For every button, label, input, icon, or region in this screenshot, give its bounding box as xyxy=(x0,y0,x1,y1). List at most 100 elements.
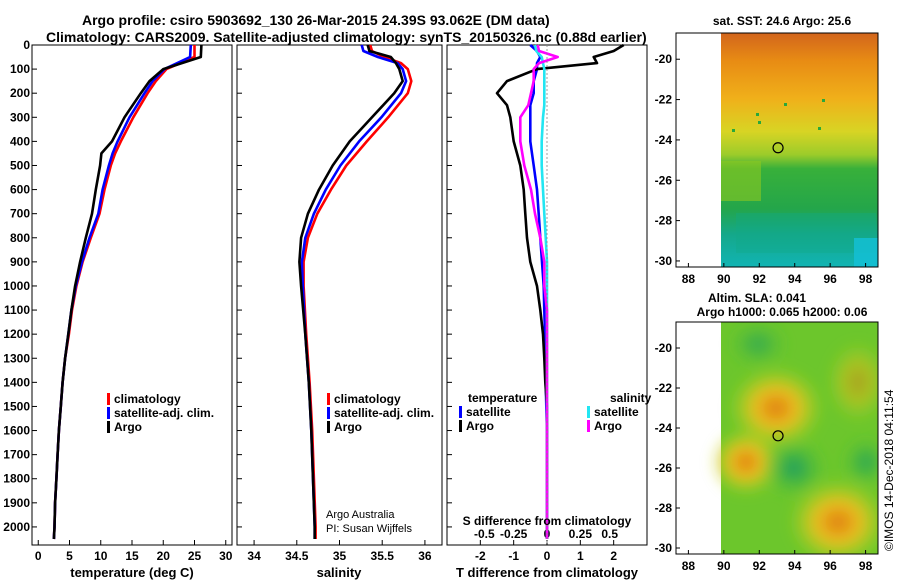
sst-field xyxy=(721,33,878,267)
map-y-tick-label: -26 xyxy=(655,461,673,475)
depth-tick-label: 700 xyxy=(10,207,30,221)
map-x-tick-label: 88 xyxy=(682,272,696,286)
imos-stamp: ©IMOS 14-Dec-2018 04:11:54 xyxy=(882,389,896,551)
x2-tick-label: -0.5 xyxy=(474,527,495,541)
map-x-tick-label: 94 xyxy=(788,272,802,286)
depth-tick-label: 2000 xyxy=(3,520,30,534)
map-y-tick-label: -30 xyxy=(655,541,673,555)
annotation-line2: PI: Susan Wijffels xyxy=(326,523,412,535)
x-tick-label: 5 xyxy=(66,549,73,563)
legend-label: satellite-adj. clim. xyxy=(114,406,214,420)
map-x-tick-label: 94 xyxy=(788,559,802,573)
annotation-line1: Argo Australia xyxy=(326,509,395,521)
depth-tick-label: 1200 xyxy=(3,327,30,341)
map-axes: 88 90 92 94 96 98 -20 -22 -24 -26 -28 -30 88 90 92 94 96… xyxy=(655,52,873,573)
legend-label: Argo xyxy=(334,420,362,434)
header-line2: Climatology: CARS2009. Satellite-adjuste… xyxy=(46,29,647,45)
temperature-plot: 0100200300400500600700800900100011001200… xyxy=(3,38,232,563)
depth-tick-label: 1400 xyxy=(3,375,30,389)
temperature-legend: climatology satellite-adj. clim. Argo xyxy=(107,392,214,434)
map-x-tick-label: 92 xyxy=(753,272,767,286)
sst-pixel xyxy=(758,121,761,124)
depth-tick-label: 800 xyxy=(10,231,30,245)
map-x-tick-label: 98 xyxy=(859,559,873,573)
legend-swatch-climatology xyxy=(327,393,330,405)
legend-swatch-argo xyxy=(107,421,110,433)
sla-map-frame xyxy=(675,321,879,555)
series-line-climatology xyxy=(302,44,413,539)
depth-tick-label: 1500 xyxy=(3,399,30,413)
legend-label: Argo xyxy=(114,420,142,434)
map-y-tick-label: -22 xyxy=(655,93,673,107)
depth-tick-label: 100 xyxy=(10,62,30,76)
sst-map-frame xyxy=(675,32,879,268)
map-x-tick-label: 96 xyxy=(823,272,837,286)
series-line-temperature-argo xyxy=(495,43,625,539)
depth-tick-label: 900 xyxy=(10,255,30,269)
difference-plot: -2 -1 0 1 2-0.5 -0.25 0 0.25 0.5 xyxy=(447,43,625,563)
sst-pixel xyxy=(784,103,787,106)
map-y-tick-label: -20 xyxy=(655,341,673,355)
legend-title-salinity: salinity xyxy=(610,391,652,405)
map-y-tick-label: -30 xyxy=(655,254,673,268)
map-y-tick-label: -24 xyxy=(655,421,673,435)
x-tick-label: 20 xyxy=(157,549,171,563)
legend-swatch-temp-satellite xyxy=(459,406,462,418)
depth-tick-label: 0 xyxy=(23,38,30,52)
map-y-tick-label: -22 xyxy=(655,381,673,395)
x-tick-label: 30 xyxy=(219,549,233,563)
sla-low-blob xyxy=(728,322,788,368)
legend-label: climatology xyxy=(334,392,401,406)
x-tick-label: 15 xyxy=(125,549,139,563)
x-tick-label: 1 xyxy=(577,549,584,563)
legend-swatch-sal-argo xyxy=(587,420,590,432)
header-line1: Argo profile: csiro 5903692_130 26-Mar-2… xyxy=(82,12,550,28)
map-x-tick-label: 98 xyxy=(859,272,873,286)
x-tick-label: 0 xyxy=(544,549,551,563)
legend-label: climatology xyxy=(114,392,181,406)
legend-swatch-sal-satellite xyxy=(587,406,590,418)
legend-title-temperature: temperature xyxy=(468,391,538,405)
x-tick-label: 2 xyxy=(610,549,617,563)
sst-map xyxy=(676,33,878,267)
sla-low-blob xyxy=(762,438,826,498)
map-y-tick-label: -28 xyxy=(655,501,673,515)
difference-legend: temperature salinity satellite Argo sate… xyxy=(459,391,652,433)
salinity-xlabel: salinity xyxy=(317,565,363,580)
sst-pixel xyxy=(732,129,735,132)
map-x-tick-label: 92 xyxy=(753,559,767,573)
map-y-tick-label: -26 xyxy=(655,173,673,187)
map-x-tick-label: 96 xyxy=(823,559,837,573)
salinity-plot: 34 34.5 35 35.5 36 xyxy=(237,44,432,563)
depth-tick-label: 1300 xyxy=(3,351,30,365)
map-x-tick-label: 90 xyxy=(717,272,731,286)
sla-map xyxy=(676,322,878,554)
legend-label: satellite xyxy=(594,405,639,419)
sst-cool-patch xyxy=(736,213,876,253)
x2-tick-label: 0.25 xyxy=(569,527,593,541)
x-tick-label: 34.5 xyxy=(285,549,309,563)
salinity-legend: climatology satellite-adj. clim. Argo Ar… xyxy=(326,392,434,535)
legend-label: Argo xyxy=(594,419,622,433)
depth-tick-label: 1700 xyxy=(3,448,30,462)
sst-argo-marker xyxy=(772,142,784,154)
x-tick-label: 35.5 xyxy=(371,549,395,563)
sla-argo-marker xyxy=(772,430,784,442)
x2-tick-label: -0.25 xyxy=(500,527,528,541)
map-y-tick-label: -28 xyxy=(655,214,673,228)
map-y-tick-label: -24 xyxy=(655,133,673,147)
legend-swatch-satellite xyxy=(107,407,110,419)
depth-tick-label: 1900 xyxy=(3,496,30,510)
map-x-tick-label: 90 xyxy=(717,559,731,573)
difference-xlabel2: S difference from climatology xyxy=(463,514,632,528)
sst-warm-patch xyxy=(721,161,761,201)
sst-cold-corner xyxy=(854,238,878,267)
depth-tick-label: 1800 xyxy=(3,472,30,486)
x-tick-label: 36 xyxy=(418,549,432,563)
legend-label: satellite-adj. clim. xyxy=(334,406,434,420)
x-tick-label: 35 xyxy=(333,549,347,563)
legend-label: Argo xyxy=(466,419,494,433)
legend-swatch-temp-argo xyxy=(459,420,462,432)
salinity-panel xyxy=(236,44,443,546)
